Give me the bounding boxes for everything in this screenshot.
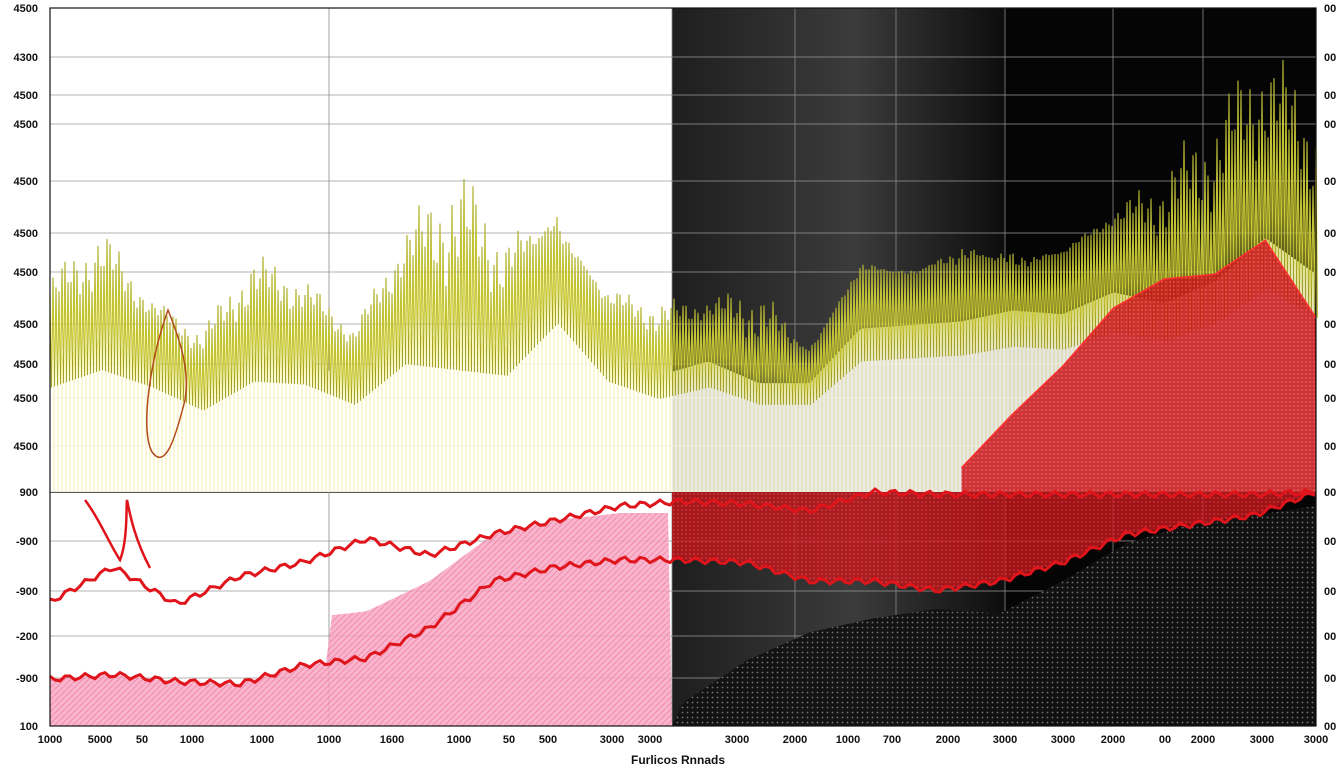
x-tick-label: 1000 — [38, 734, 62, 746]
y-right-tick-label: 00 — [1324, 487, 1336, 499]
pink-area-fill — [50, 513, 672, 726]
y-right-tick-label: 00 — [1324, 673, 1336, 685]
y-right-tick-label: 00 — [1324, 441, 1336, 453]
red-line-upper — [49, 487, 1316, 605]
red-dotted-area — [672, 492, 1316, 591]
y-right-tick-label: 00 — [1324, 267, 1336, 279]
y-right-tick-label: 00 — [1324, 721, 1336, 733]
red-series-line — [960, 239, 1317, 469]
axes: 4500 00 4300 00 4500 00 4500 00 4500 00 4500 00 4500… — [14, 3, 1337, 746]
x-tick-label: 3000 — [600, 734, 624, 746]
y-left-tick-label: 900 — [20, 487, 38, 499]
upper-panel — [49, 60, 1319, 492]
y-right-tick-label: 00 — [1324, 3, 1336, 15]
x-tick-label: 1000 — [447, 734, 471, 746]
x-tick-label: 5000 — [88, 734, 112, 746]
x-tick-label: 500 — [539, 734, 557, 746]
y-left-tick-label: -900 — [16, 586, 38, 598]
x-tick-label: 3000 — [1051, 734, 1075, 746]
y-left-tick-label: 4500 — [14, 3, 38, 15]
y-left-tick-label: -900 — [16, 673, 38, 685]
y-left-tick-label: -200 — [16, 631, 38, 643]
y-right-tick-label: 00 — [1324, 119, 1336, 131]
x-tick-label: 2000 — [1101, 734, 1125, 746]
y-left-tick-label: 4500 — [14, 228, 38, 240]
x-tick-label: 50 — [136, 734, 148, 746]
y-left-tick-label: 4500 — [14, 319, 38, 331]
x-tick-label: 1000 — [180, 734, 204, 746]
x-tick-label: 1000 — [250, 734, 274, 746]
x-tick-label: 1600 — [380, 734, 404, 746]
y-left-tick-label: -900 — [16, 536, 38, 548]
x-tick-label: 50 — [503, 734, 515, 746]
y-left-tick-label: 4500 — [14, 441, 38, 453]
x-tick-label: 1000 — [317, 734, 341, 746]
y-right-tick-label: 00 — [1324, 176, 1336, 188]
brown-loop-line — [146, 307, 188, 459]
y-right-tick-label: 00 — [1324, 631, 1336, 643]
x-tick-label: 2000 — [783, 734, 807, 746]
y-left-tick-label: 4500 — [14, 176, 38, 188]
y-right-tick-label: 00 — [1324, 586, 1336, 598]
y-left-tick-label: 4500 — [14, 393, 38, 405]
y-left-tick-label: 100 — [20, 721, 38, 733]
x-tick-label: 3000 — [1304, 734, 1328, 746]
y-right-tick-label: 00 — [1324, 52, 1336, 64]
y-right-tick-label: 00 — [1324, 536, 1336, 548]
x-tick-label: 2000 — [936, 734, 960, 746]
y-right-tick-label: 00 — [1324, 228, 1336, 240]
x-tick-label: 2000 — [1191, 734, 1215, 746]
x-tick-label: 3000 — [638, 734, 662, 746]
y-right-tick-label: 00 — [1324, 393, 1336, 405]
y-right-tick-label: 00 — [1324, 319, 1336, 331]
y-right-tick-label: 00 — [1324, 359, 1336, 371]
x-tick-label: 1000 — [836, 734, 860, 746]
lower-panel — [49, 487, 1316, 726]
x-axis-title: Furlicos Rnnads — [631, 753, 725, 767]
red-loop-line — [83, 499, 152, 569]
red-area-fill — [961, 240, 1316, 492]
y-right-tick-label: 00 — [1324, 90, 1336, 102]
x-tick-label: 00 — [1159, 734, 1171, 746]
gray-area-fill — [672, 506, 1316, 726]
y-left-tick-label: 4500 — [14, 267, 38, 279]
x-tick-label: 3000 — [993, 734, 1017, 746]
x-tick-label: 700 — [883, 734, 901, 746]
plot-frame — [49, 7, 1317, 727]
yellow-series-outline — [49, 60, 1318, 411]
y-left-tick-label: 4500 — [14, 90, 38, 102]
y-left-tick-label: 4300 — [14, 52, 38, 64]
y-left-tick-label: 4500 — [14, 119, 38, 131]
red-line-lower — [49, 491, 1316, 688]
y-left-tick-label: 4500 — [14, 359, 38, 371]
x-tick-label: 3000 — [1250, 734, 1274, 746]
x-tick-label: 3000 — [725, 734, 749, 746]
